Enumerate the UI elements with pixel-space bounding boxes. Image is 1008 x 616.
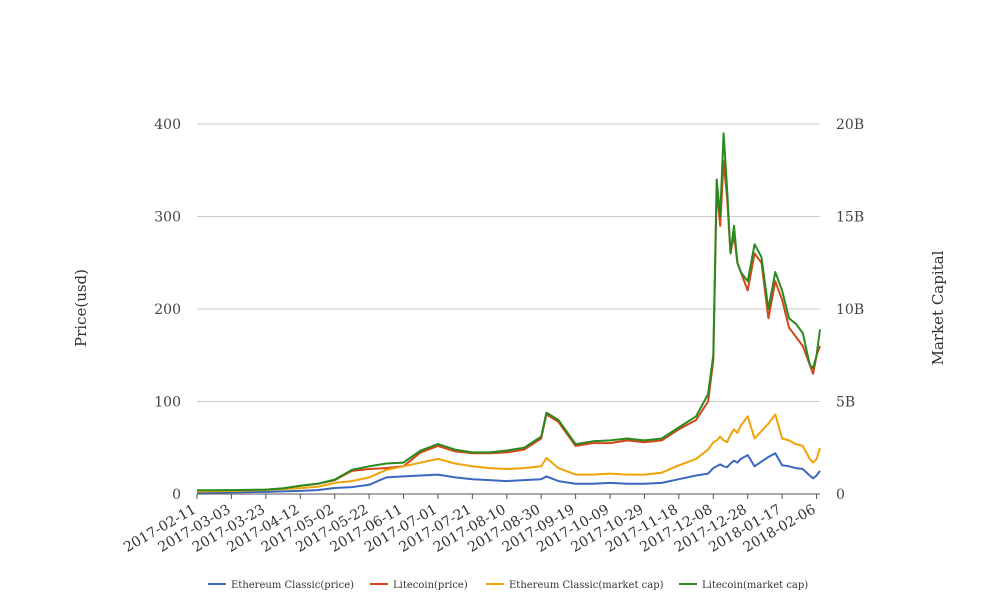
plot-area [196,132,821,494]
y-left-tick-label: 400 [154,117,181,133]
legend[interactable]: Ethereum Classic(price) Litecoin(price) Et… [208,580,808,591]
y-right-tick-label: 20B [836,117,864,133]
y-right-axis: 0 5B 10B 15B 20B [836,117,864,503]
y-left-tick-label: 300 [154,210,181,226]
y-left-tick-label: 100 [154,395,181,411]
series-line-ethereum-classic-market-cap [196,413,821,493]
legend-item-label[interactable]: Ethereum Classic(market cap) [509,580,664,591]
legend-item-label[interactable]: Ethereum Classic(price) [231,580,354,591]
y-left-axis: 0 100 200 300 400 [154,117,181,503]
y-left-tick-label: 0 [172,487,181,503]
series-line-ethereum-classic-price [196,452,821,494]
y-right-tick-label: 0 [836,487,845,503]
legend-item-label[interactable]: Litecoin(market cap) [702,580,808,591]
y-right-tick-label: 10B [836,302,864,318]
series-line-litecoin-market-cap [197,132,821,492]
y-left-tick-label: 200 [154,302,181,318]
x-axis: 2017-02-112017-03-032017-03-232017-04-12… [121,494,819,556]
legend-item-label[interactable]: Litecoin(price) [393,580,468,591]
y-right-tick-label: 15B [836,210,864,226]
y-right-tick-label: 5B [836,395,855,411]
y-left-axis-title: Price(usd) [72,269,90,347]
y-right-axis-title: Market Capital [929,250,947,365]
